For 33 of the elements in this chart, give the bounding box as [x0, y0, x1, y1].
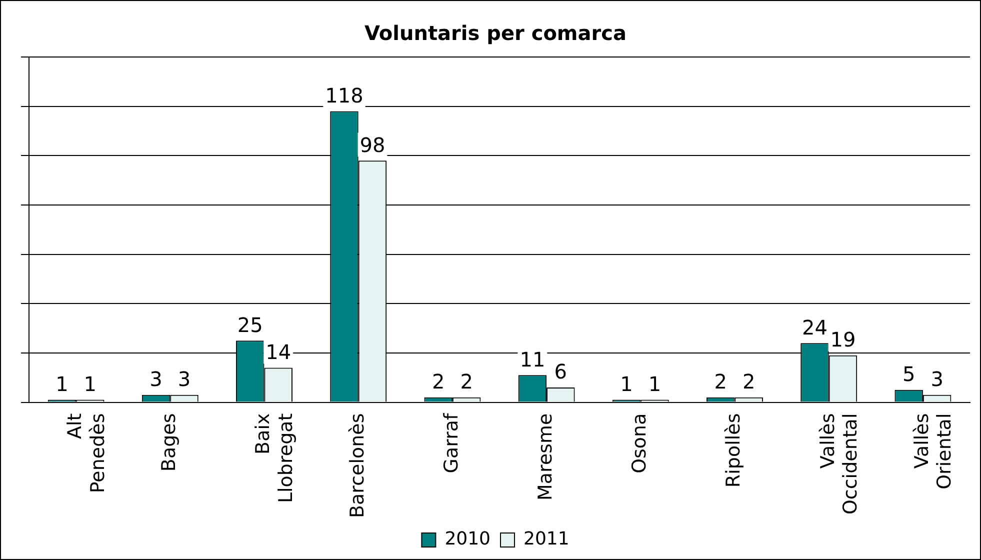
x-tick-label: Bages — [158, 413, 180, 472]
data-label: 6 — [554, 360, 568, 384]
data-label: 19 — [830, 328, 856, 352]
data-label: 1 — [56, 372, 68, 396]
data-label: 1 — [84, 372, 97, 396]
data-label: 1 — [620, 372, 633, 396]
data-label: 24 — [802, 315, 828, 340]
x-tick-label: Maresme — [534, 413, 556, 500]
x-tick-label: Baix Llobregat — [252, 413, 297, 504]
data-label: 14 — [266, 340, 292, 364]
data-label: 3 — [150, 367, 162, 392]
data-label: 11 — [520, 347, 546, 372]
chart-title: Voluntaris per comarca — [364, 21, 626, 46]
data-label: 25 — [237, 312, 263, 337]
legend-label: 2010 — [444, 528, 491, 550]
legend-label: 2011 — [524, 528, 570, 550]
x-tick-label: Vallès Occidental — [816, 413, 862, 515]
data-label: 5 — [902, 362, 916, 386]
x-tick-label: Alt Penedès — [64, 413, 109, 494]
data-label: 2 — [742, 370, 756, 394]
x-tick-label: Osona — [628, 413, 651, 474]
data-label: 2 — [432, 370, 445, 394]
data-label: 2 — [714, 370, 727, 394]
data-label: 3 — [178, 367, 191, 392]
data-label: 118 — [325, 83, 364, 108]
x-tick-label: Barcelonès — [346, 413, 368, 518]
data-label: 98 — [360, 132, 386, 157]
x-tick-label: Vallès Oriental — [910, 413, 956, 490]
data-label: 3 — [930, 367, 944, 392]
x-tick-label: Ripollès — [722, 413, 745, 488]
x-tick-label: Garraf — [440, 412, 462, 474]
data-label: 1 — [648, 372, 662, 396]
data-label: 2 — [460, 370, 473, 394]
